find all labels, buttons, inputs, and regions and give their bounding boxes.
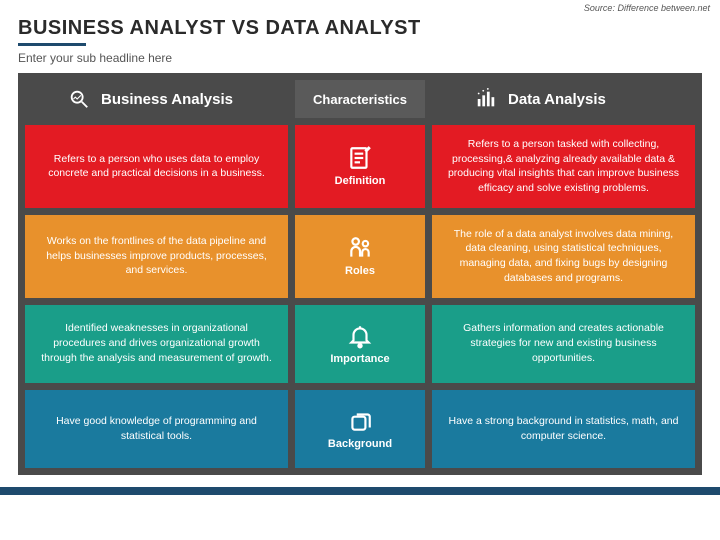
bell-icon [347,323,373,349]
page-title: BUSINESS ANALYST VS DATA ANALYST [18,17,702,40]
title-underline [18,43,86,46]
characteristic-roles: Roles [295,215,425,298]
characteristic-background: Background [295,390,425,468]
right-cell-roles: The role of a data analyst involves data… [432,215,695,298]
column-header-center: Characteristics [295,80,425,118]
people-icon [347,235,373,261]
column-header-right: Data Analysis [432,80,695,118]
right-cell-definition: Refers to a person tasked with collectin… [432,125,695,208]
magnify-chart-icon [65,88,93,110]
layers-icon [347,408,373,434]
left-cell-roles: Works on the frontlines of the data pipe… [25,215,288,298]
left-cell-background: Have good knowledge of programming and s… [25,390,288,468]
right-cell-background: Have a strong background in statistics, … [432,390,695,468]
subtitle: Enter your sub headline here [18,51,702,65]
characteristic-definition: Definition [295,125,425,208]
column-header-left: Business Analysis [25,80,288,118]
characteristic-importance: Importance [295,305,425,383]
bar-chart-icon [472,88,500,110]
right-cell-importance: Gathers information and creates actionab… [432,305,695,383]
header: BUSINESS ANALYST VS DATA ANALYST Enter y… [0,13,720,73]
source-attribution: Source: Difference between.net [0,0,720,13]
footer-bar [0,487,720,495]
comparison-table: Business AnalysisCharacteristicsData Ana… [0,73,720,475]
doc-icon [347,145,373,171]
left-cell-definition: Refers to a person who uses data to empl… [25,125,288,208]
left-cell-importance: Identified weaknesses in organizational … [25,305,288,383]
